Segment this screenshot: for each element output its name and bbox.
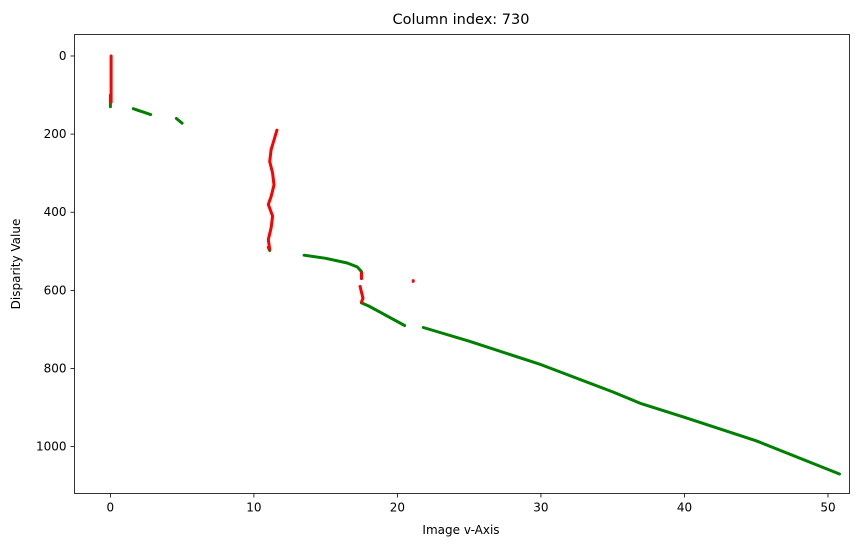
y-tick-label: 800 (44, 361, 67, 375)
y-axis: 0 200 400 600 800 1000 (36, 49, 75, 454)
x-tick-label: 40 (677, 501, 692, 515)
plot-frame (74, 34, 850, 494)
scatter-point-run (421, 326, 841, 476)
x-tick-label: 10 (246, 501, 261, 515)
y-tick-label: 200 (44, 127, 67, 141)
series-1 (109, 54, 415, 304)
scatter-point-run (174, 117, 184, 125)
x-tick-label: 50 (820, 501, 835, 515)
y-tick-label: 400 (44, 205, 67, 219)
x-tick-label: 0 (107, 501, 115, 515)
data-marks (108, 54, 841, 476)
x-tick-label: 20 (390, 501, 405, 515)
scatter-point-run (266, 128, 279, 251)
x-axis: 0 10 20 30 40 50 (107, 493, 836, 515)
y-axis-label: Disparity Value (9, 219, 23, 310)
chart-title: Column index: 730 (393, 12, 530, 28)
y-tick-label: 0 (59, 49, 67, 63)
scatter-point-run (131, 107, 153, 117)
x-axis-label: Image v-Axis (422, 523, 499, 537)
scatter-point-run (302, 253, 363, 274)
series-0 (108, 93, 841, 476)
scatter-point-run (360, 301, 407, 327)
y-tick-label: 600 (44, 283, 67, 297)
x-tick-label: 30 (533, 501, 548, 515)
y-tick-label: 1000 (36, 440, 67, 454)
scatter-point-run (358, 285, 365, 304)
